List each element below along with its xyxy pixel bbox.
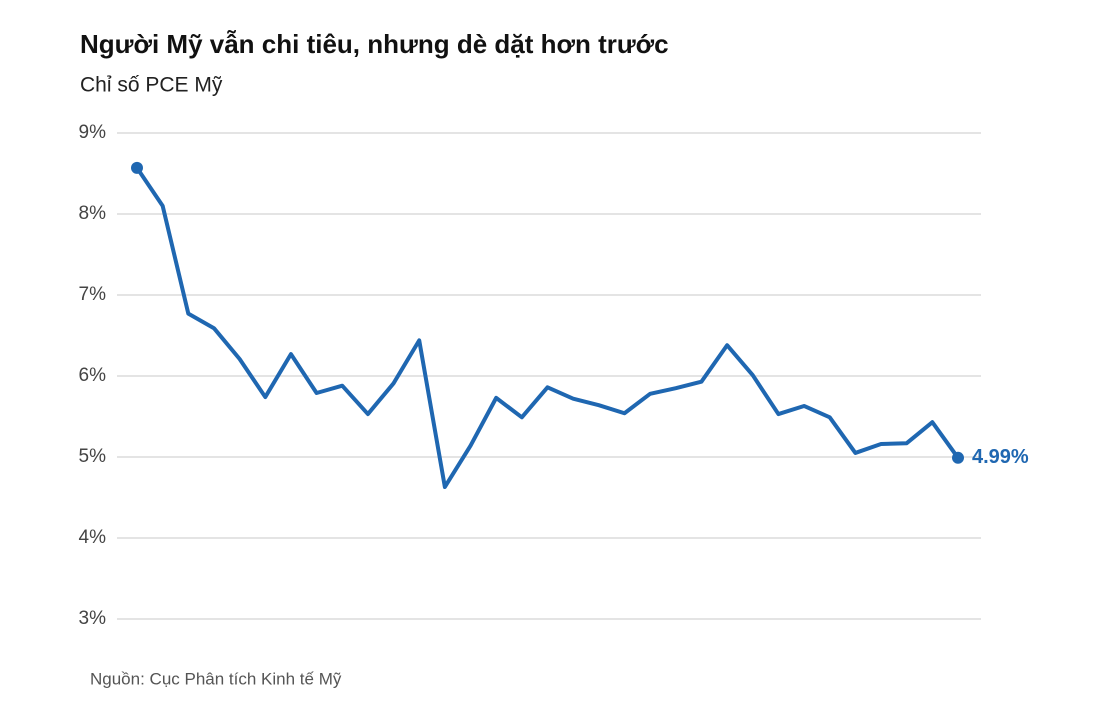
value-label: 4.99% xyxy=(972,446,1029,468)
chart-subtitle: Chỉ số PCE Mỹ xyxy=(80,74,223,97)
y-tick-label: 6% xyxy=(79,365,107,386)
y-tick-label: 7% xyxy=(79,284,107,305)
chart-title: Người Mỹ vẫn chi tiêu, nhưng dè dặt hơn … xyxy=(80,29,669,59)
y-tick-label: 4% xyxy=(79,527,107,548)
y-tick-label: 8% xyxy=(79,203,107,224)
data-line xyxy=(135,166,960,489)
y-tick-label: 3% xyxy=(79,608,107,629)
source-note: Nguồn: Cục Phân tích Kinh tế Mỹ xyxy=(90,669,342,688)
y-tick-label: 9% xyxy=(79,122,107,143)
end-point xyxy=(131,161,143,174)
y-tick-label: 5% xyxy=(79,446,107,467)
end-point xyxy=(952,451,964,464)
